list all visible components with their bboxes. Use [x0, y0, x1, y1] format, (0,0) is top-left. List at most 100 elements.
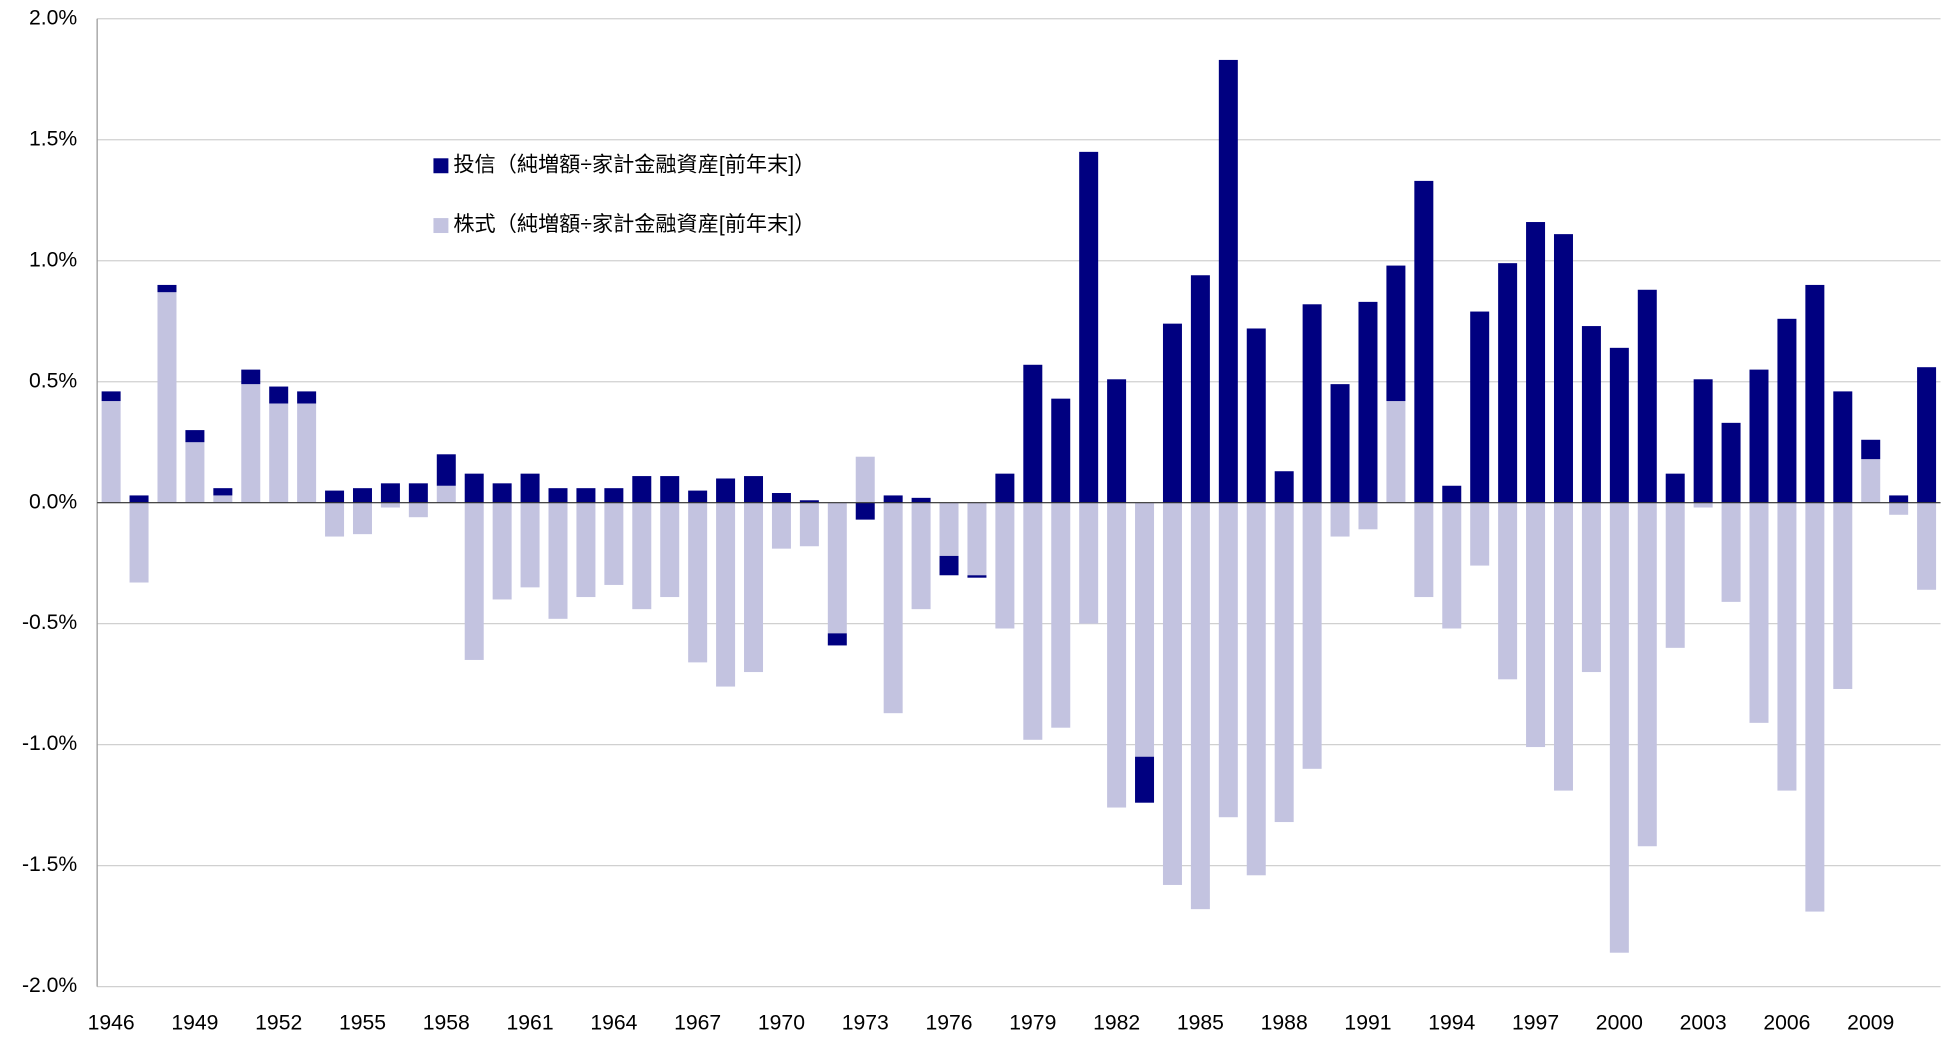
bar: [1023, 502, 1043, 740]
bar: [855, 456, 875, 503]
bar: [799, 502, 819, 547]
bar: [1693, 379, 1713, 503]
bar: [1721, 502, 1741, 602]
x-tick-label: 2000: [1596, 1012, 1643, 1035]
bar: [1051, 398, 1071, 503]
bar: [883, 495, 903, 503]
x-tick-label: 1982: [1093, 1012, 1140, 1035]
bar: [967, 575, 987, 578]
bar: [827, 502, 847, 634]
bar: [352, 488, 372, 503]
bar: [101, 401, 121, 503]
bar: [688, 502, 708, 663]
bar: [967, 502, 987, 576]
bar: [1274, 502, 1294, 823]
bar: [604, 488, 624, 503]
bar: [1805, 284, 1825, 503]
x-tick-label: 2006: [1763, 1012, 1810, 1035]
bar: [1135, 502, 1155, 757]
bar: [492, 483, 512, 503]
bar: [464, 502, 484, 660]
bar: [380, 502, 400, 508]
bar: [939, 502, 959, 556]
bar: [1721, 422, 1741, 503]
bar: [604, 502, 624, 585]
bar: [129, 495, 149, 503]
bar: [1833, 391, 1853, 503]
bar: [660, 502, 680, 598]
bar: [771, 493, 791, 503]
bar: [101, 391, 121, 402]
bar: [1693, 502, 1713, 508]
bar: [520, 473, 540, 503]
bar: [1190, 275, 1210, 503]
bar: [1749, 369, 1769, 503]
x-tick-label: 1979: [1009, 1012, 1056, 1035]
bar: [325, 490, 345, 503]
bar: [1470, 311, 1490, 503]
x-tick-label: 1973: [842, 1012, 889, 1035]
x-tick-label: 1988: [1261, 1012, 1308, 1035]
bar: [1162, 502, 1182, 885]
bar: [1749, 502, 1769, 723]
legend-swatch: [433, 158, 449, 174]
bar: [1162, 323, 1182, 503]
bar: [269, 403, 289, 503]
y-tick-label: -1.0%: [22, 732, 77, 755]
x-tick-label: 1994: [1428, 1012, 1475, 1035]
bar: [325, 502, 345, 537]
bar: [297, 391, 317, 404]
bar: [464, 473, 484, 503]
bar: [1079, 151, 1099, 503]
bar: [1442, 502, 1462, 629]
bar: [1917, 502, 1937, 590]
legend-label: 投信（純増額÷家計金融資産[前年末]）: [453, 152, 815, 176]
bar: [1274, 471, 1294, 503]
bar: [576, 488, 596, 503]
bar: [352, 502, 372, 535]
bar: [1889, 502, 1909, 515]
bar: [548, 502, 568, 619]
y-tick-label: 1.0%: [29, 248, 77, 271]
legend-label: 株式（純増額÷家計金融資産[前年末]）: [453, 212, 815, 236]
bar: [1526, 502, 1546, 748]
bar: [1553, 234, 1573, 503]
bar: [1135, 756, 1155, 803]
y-tick-label: 2.0%: [29, 6, 77, 29]
x-tick-label: 2009: [1847, 1012, 1894, 1035]
x-tick-label: 1985: [1177, 1012, 1224, 1035]
legend-swatch: [433, 218, 449, 234]
y-tick-label: 1.5%: [29, 127, 77, 150]
bar: [408, 502, 428, 518]
bar: [548, 488, 568, 503]
bar: [436, 485, 456, 503]
bar: [827, 633, 847, 646]
bar: [1861, 459, 1881, 503]
bar: [716, 502, 736, 687]
bar: [632, 502, 652, 610]
bar: [1609, 502, 1629, 953]
bar: [744, 476, 764, 503]
x-tick-label: 1976: [925, 1012, 972, 1035]
bar: [1889, 495, 1909, 503]
bar: [1581, 326, 1601, 503]
bar: [1777, 502, 1797, 791]
bar: [241, 384, 261, 503]
bar: [855, 502, 875, 520]
bar: [883, 502, 903, 714]
bar: [1330, 502, 1350, 537]
bar: [799, 500, 819, 503]
x-tick-label: 1955: [339, 1012, 386, 1035]
x-tick-label: 1949: [171, 1012, 218, 1035]
y-tick-label: 0.0%: [29, 490, 77, 513]
bar: [632, 476, 652, 503]
bar: [1107, 502, 1127, 808]
bar: [213, 495, 233, 503]
bar: [1358, 502, 1378, 530]
x-tick-label: 2003: [1680, 1012, 1727, 1035]
bar: [297, 403, 317, 503]
x-tick-label: 1964: [590, 1012, 637, 1035]
bar: [1498, 502, 1518, 680]
bar: [995, 473, 1015, 503]
bar: [185, 430, 205, 443]
